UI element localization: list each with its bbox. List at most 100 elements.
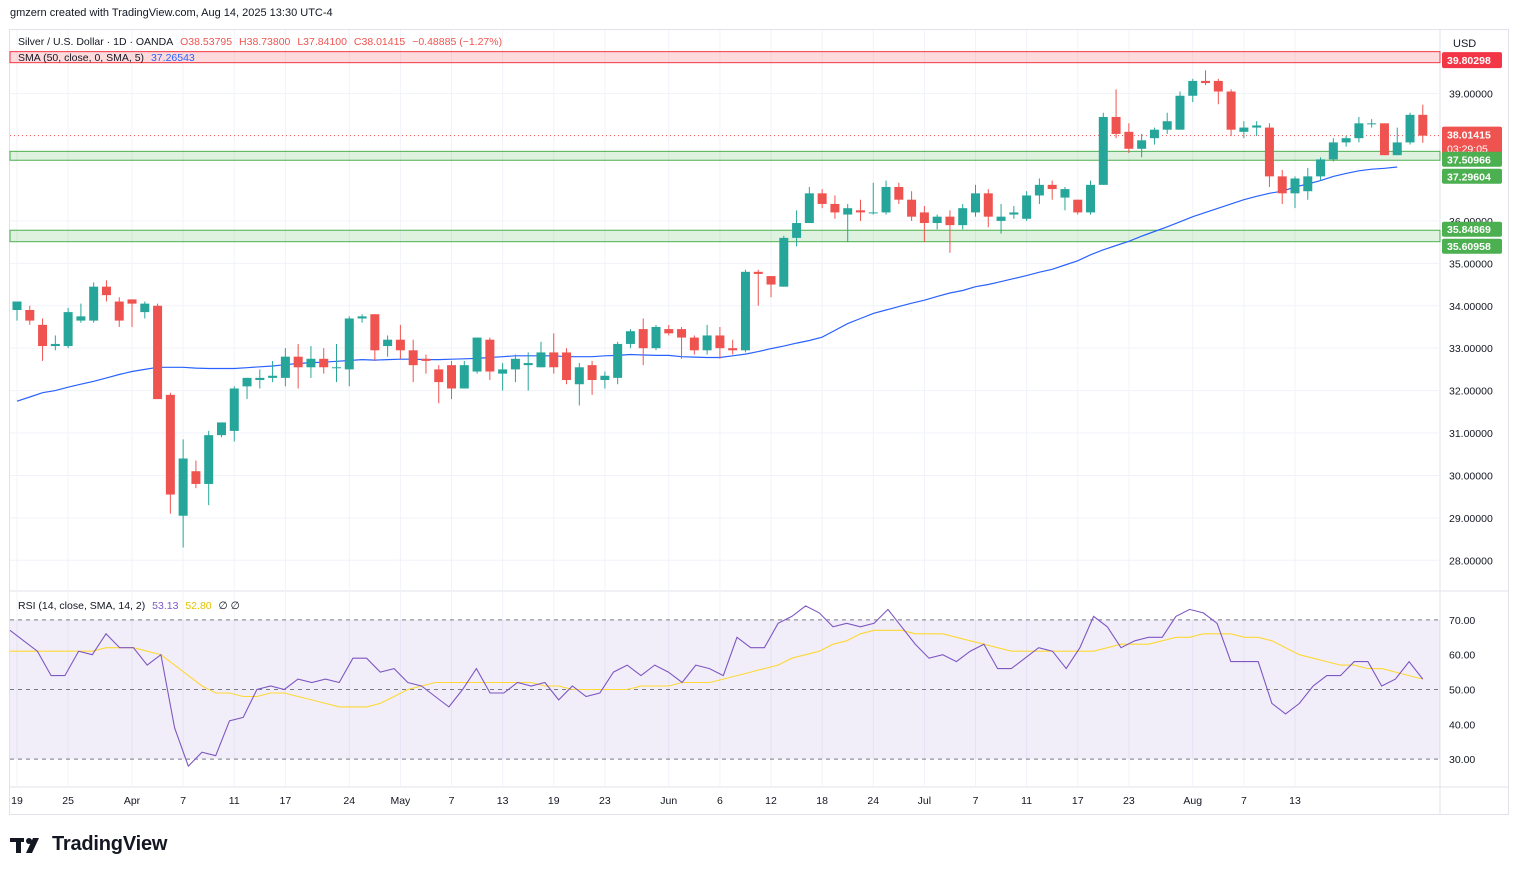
candle-body <box>242 377 252 387</box>
candle-body <box>498 369 508 374</box>
candle-body <box>268 375 278 378</box>
candle-body <box>1086 184 1096 213</box>
candle-body <box>383 339 393 347</box>
candle-body <box>153 305 163 400</box>
candle-body <box>983 193 993 217</box>
candle-body <box>843 208 853 215</box>
price-legend: Silver / U.S. Dollar · 1D · OANDA O38.53… <box>18 36 506 48</box>
time-tick-label: 11 <box>229 795 240 807</box>
candle-body <box>1034 184 1044 196</box>
rsi-line <box>9 605 1424 768</box>
candle-body <box>1137 140 1147 149</box>
candle-body <box>178 458 188 516</box>
time-tick-label: 17 <box>280 795 292 807</box>
candle-body <box>1009 212 1019 215</box>
brand-name: TradingView <box>52 833 168 855</box>
candle-body <box>804 193 814 224</box>
sma-legend-value: 37.26543 <box>150 52 195 64</box>
gridlines <box>10 30 1508 815</box>
candle-body <box>204 435 214 484</box>
price-tick-label: 33.00000 <box>1449 343 1493 355</box>
support-tag-lower: 37.29604 <box>1447 171 1491 183</box>
candle-body <box>868 212 878 214</box>
candle-body <box>1124 131 1134 149</box>
price-tick-label: 30.00000 <box>1449 470 1493 482</box>
chart-frame <box>9 29 1509 815</box>
support2-tag-upper: 35.84869 <box>1447 224 1491 236</box>
candle-body <box>38 324 48 347</box>
candle-body <box>370 314 380 351</box>
candle-body <box>447 365 457 389</box>
rsi-panel <box>9 605 1440 768</box>
candle-body <box>613 343 623 378</box>
candle-body <box>191 471 201 484</box>
sma-series <box>16 166 1398 402</box>
candle-body <box>1201 80 1211 84</box>
time-tick-label: 13 <box>497 795 509 807</box>
candle-body <box>971 193 980 213</box>
candle-body <box>728 348 738 351</box>
currency-label[interactable]: USD <box>1453 38 1477 50</box>
candle-body <box>1277 176 1287 194</box>
candle-body <box>677 329 687 338</box>
candle-body <box>127 299 137 304</box>
candle-body <box>459 365 469 389</box>
sma-legend: SMA (50, close, 0, SMA, 5) 37.26543 <box>18 52 199 64</box>
candle-body <box>12 301 22 310</box>
candle-body <box>1264 127 1274 177</box>
support2-tag-upper-bg <box>1442 221 1502 237</box>
time-tick-label: 19 <box>548 795 560 807</box>
candle-body <box>344 318 354 370</box>
candle-body <box>319 358 329 368</box>
support2-tag-lower-bg <box>1442 238 1502 254</box>
candle-body <box>715 335 725 349</box>
candle-body <box>625 331 635 344</box>
rsi-legend-extra: ∅ ∅ <box>218 600 240 612</box>
candle-body <box>1111 116 1121 134</box>
time-tick-label: 23 <box>1123 795 1135 807</box>
price-tick-label: 32.00000 <box>1449 386 1493 398</box>
time-tick-label: 7 <box>973 795 979 807</box>
candle-body <box>472 337 482 372</box>
tradingview-logo[interactable]: TradingView <box>10 833 167 856</box>
time-tick-label: 12 <box>765 795 777 807</box>
candle-body <box>600 375 610 380</box>
time-tick-label: 6 <box>717 795 723 807</box>
candle-body <box>894 186 904 200</box>
candle-body <box>855 210 865 213</box>
legend-change: −0.48885 (−1.27%) <box>412 36 503 48</box>
rsi-tick-label: 70.00 <box>1449 615 1475 627</box>
time-tick-label: May <box>390 795 411 807</box>
candle-body <box>651 326 661 349</box>
price-tick-label: 39.00000 <box>1449 89 1493 101</box>
candle-body <box>817 193 827 204</box>
candle-body <box>76 316 86 321</box>
candle-body <box>485 339 495 372</box>
candle-body <box>587 365 597 380</box>
candle-body <box>1379 123 1389 156</box>
price-tick-label: 31.00000 <box>1449 428 1493 440</box>
candle-body <box>255 377 265 380</box>
time-tick-label: 18 <box>816 795 828 807</box>
candle-body <box>1022 195 1032 219</box>
candle-body <box>332 367 341 369</box>
candle-body <box>1060 189 1070 198</box>
candle-body <box>638 329 648 349</box>
candle-body <box>421 358 431 361</box>
candle-body <box>1162 121 1172 130</box>
price-levels <box>9 51 1441 243</box>
candle-body <box>1226 91 1236 130</box>
candle-body <box>140 303 150 313</box>
time-tick-label: 7 <box>1241 795 1247 807</box>
candle-body <box>536 352 546 368</box>
legend-low: L37.84100 <box>297 36 347 48</box>
time-tick-label: 24 <box>867 795 879 807</box>
candle-body <box>689 337 699 351</box>
candle-body <box>293 356 303 368</box>
resistance-tag-bg <box>1442 52 1502 69</box>
candle-body <box>1303 176 1313 192</box>
rsi-legend-value: 53.13 <box>152 600 179 612</box>
candle-body <box>229 388 239 431</box>
candle-body <box>1188 80 1198 96</box>
